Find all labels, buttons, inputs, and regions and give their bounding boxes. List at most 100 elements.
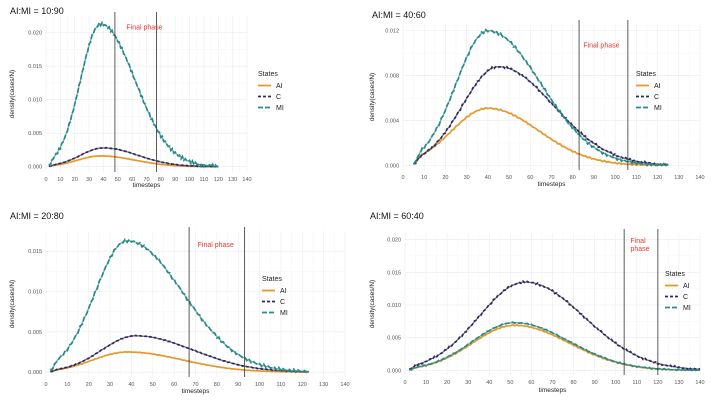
x-tick-label: 70 xyxy=(192,382,198,388)
y-axis-label: density(cases/N) xyxy=(9,280,16,328)
legend-title: States xyxy=(262,276,282,283)
x-tick-label: 40 xyxy=(128,382,134,388)
series-fit-c xyxy=(48,147,219,168)
y-tick-label: 0.000 xyxy=(387,368,401,374)
x-tick-label: 30 xyxy=(465,380,471,386)
y-axis-label: density(cases/N) xyxy=(369,73,376,121)
legend-title: States xyxy=(636,71,656,78)
x-tick-label: 80 xyxy=(570,175,576,181)
y-tick-label: 0.005 xyxy=(387,336,401,342)
panel-bottom-left: AI:MI = 20:80 0 10 20 30 40 50 60 70 80 90 100 110 12… xyxy=(0,203,360,405)
x-tick-label: 120 xyxy=(298,382,307,388)
x-tick-label: 120 xyxy=(653,380,662,386)
y-axis-label: density(cases/N) xyxy=(9,70,16,118)
chart-ai-mi-60-40: AI:MI = 60:40 0 10 20 30 40 50 60 70 80 90 100 110 12… xyxy=(369,211,705,394)
y-tick-label: 0.020 xyxy=(28,31,42,37)
legend-label-c: C xyxy=(280,299,285,306)
x-tick-label: 70 xyxy=(548,175,554,181)
x-tick-label: 140 xyxy=(695,380,704,386)
legend-label-ai: AI xyxy=(280,288,287,295)
y-tick-label: 0.015 xyxy=(387,270,401,276)
x-tick-label: 20 xyxy=(444,380,450,386)
x-tick-label: 130 xyxy=(674,175,683,181)
x-tick-label: 30 xyxy=(86,177,92,183)
legend-label-ai: AI xyxy=(683,283,690,290)
series-fit-mi xyxy=(49,240,309,373)
series-fit-mi xyxy=(413,30,669,166)
legend-label-mi: MI xyxy=(276,105,284,112)
legend-title: States xyxy=(665,271,685,278)
series-fit-ai xyxy=(50,351,309,373)
y-tick-label: 0.012 xyxy=(385,29,399,35)
x-tick-label: 110 xyxy=(200,177,209,183)
x-tick-label: 90 xyxy=(235,382,241,388)
chart-ai-mi-40-60: AI:MI = 40:60 0 10 20 30 40 50 60 70 80 90 100 110 12… xyxy=(369,10,705,188)
x-tick-label: 10 xyxy=(57,177,63,183)
x-tick-label: 60 xyxy=(528,380,534,386)
x-tick-label: 140 xyxy=(695,175,704,181)
x-tick-label: 80 xyxy=(571,380,577,386)
y-tick-label: 0.000 xyxy=(385,164,399,170)
x-tick-label: 0 xyxy=(401,175,404,181)
x-tick-label: 40 xyxy=(486,380,492,386)
y-tick-label: 0.000 xyxy=(28,370,42,376)
series-fit-mi xyxy=(409,321,701,371)
x-tick-label: 110 xyxy=(632,175,641,181)
chart-title: AI:MI = 10:90 xyxy=(10,6,64,16)
x-tick-label: 40 xyxy=(100,177,106,183)
legend-label-mi: MI xyxy=(280,310,288,317)
x-tick-label: 60 xyxy=(527,175,533,181)
x-tick-label: 60 xyxy=(171,382,177,388)
x-tick-label: 130 xyxy=(674,380,683,386)
final-phase-annotation: Final phase xyxy=(126,24,162,31)
x-tick-label: 10 xyxy=(423,380,429,386)
x-tick-label: 50 xyxy=(150,382,156,388)
series-fit-c xyxy=(408,281,701,371)
series-line-mi xyxy=(48,20,219,169)
x-tick-label: 140 xyxy=(242,177,251,183)
legend-label-ai: AI xyxy=(654,83,661,90)
panel-top-right: AI:MI = 40:60 0 10 20 30 40 50 60 70 80 90 100 110 12… xyxy=(360,0,720,200)
x-tick-label: 50 xyxy=(506,175,512,181)
series-fit-mi xyxy=(48,23,219,167)
final-phase-annotation: Final phase xyxy=(583,43,619,50)
y-tick-label: 0.015 xyxy=(28,249,42,255)
x-tick-label: 0 xyxy=(44,382,47,388)
x-tick-label: 100 xyxy=(611,380,620,386)
y-tick-label: 0.010 xyxy=(28,98,42,104)
x-tick-label: 20 xyxy=(86,382,92,388)
x-tick-label: 30 xyxy=(464,175,470,181)
x-tick-label: 130 xyxy=(228,177,237,183)
y-tick-label: 0.010 xyxy=(387,303,401,309)
x-tick-label: 100 xyxy=(185,177,194,183)
y-tick-label: 0.015 xyxy=(28,64,42,70)
x-tick-label: 80 xyxy=(158,177,164,183)
y-tick-label: 0.020 xyxy=(387,238,401,244)
y-tick-label: 0.010 xyxy=(28,289,42,295)
series-fit-c xyxy=(50,335,309,373)
chart-title: AI:MI = 40:60 xyxy=(372,10,426,20)
series-line-c xyxy=(413,65,669,167)
chart-title: AI:MI = 60:40 xyxy=(370,211,424,221)
x-tick-label: 60 xyxy=(129,177,135,183)
x-tick-label: 40 xyxy=(485,175,491,181)
series-fit-c xyxy=(413,66,669,166)
y-tick-label: 0.005 xyxy=(28,131,42,137)
panel-top-left: AI:MI = 10:90 0 10 20 30 40 50 60 70 80 90 100 110 12… xyxy=(0,0,360,200)
legend-label-ai: AI xyxy=(276,83,283,90)
x-tick-label: 80 xyxy=(214,382,220,388)
series-line-c xyxy=(408,279,701,371)
x-tick-label: 0 xyxy=(403,380,406,386)
x-tick-label: 10 xyxy=(64,382,70,388)
y-tick-label: 0.005 xyxy=(28,330,42,336)
x-tick-label: 10 xyxy=(421,175,427,181)
x-tick-label: 100 xyxy=(255,382,264,388)
legend-label-c: C xyxy=(654,94,659,101)
x-tick-label: 90 xyxy=(591,175,597,181)
x-tick-label: 130 xyxy=(319,382,328,388)
legend-label-mi: MI xyxy=(683,305,691,312)
x-tick-label: 110 xyxy=(277,382,286,388)
legend-label-c: C xyxy=(276,94,281,101)
x-tick-label: 70 xyxy=(143,177,149,183)
final-phase-annotation: Final xyxy=(630,238,646,245)
